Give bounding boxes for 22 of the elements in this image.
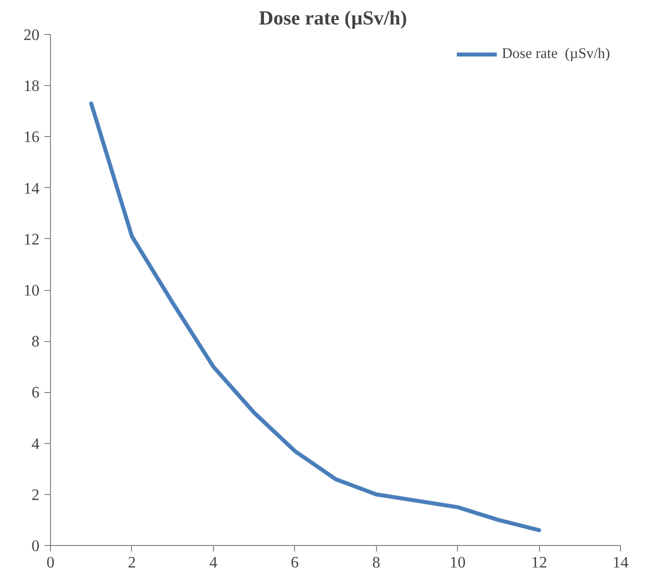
- x-tick-label: 12: [531, 554, 548, 572]
- y-tick-label: 12: [24, 231, 40, 248]
- x-tick-label: 4: [209, 554, 218, 572]
- y-tick-label: 4: [32, 436, 40, 453]
- y-tick-label: 14: [24, 180, 40, 198]
- y-tick-label: 8: [32, 334, 40, 351]
- chart-title: Dose rate (µSv/h): [258, 8, 408, 30]
- y-tick-label: 2: [32, 486, 40, 504]
- x-tick-label: 2: [128, 554, 136, 572]
- x-tick-label: 8: [372, 554, 380, 572]
- x-tick-label: 14: [612, 554, 628, 572]
- legend-label: Dose rate (µSv/h): [502, 46, 610, 62]
- y-tick-label: 18: [24, 78, 40, 96]
- x-tick-label: 0: [46, 554, 54, 572]
- y-tick-label: 0: [32, 538, 40, 555]
- x-tick-label: 6: [290, 554, 299, 572]
- y-tick-label: 6: [32, 384, 40, 402]
- line-series: [89, 101, 542, 532]
- y-tick-label: 16: [24, 129, 40, 146]
- y-tick-label: 10: [24, 282, 40, 300]
- x-tick-label: 10: [450, 554, 466, 572]
- y-tick-label: 20: [24, 27, 40, 44]
